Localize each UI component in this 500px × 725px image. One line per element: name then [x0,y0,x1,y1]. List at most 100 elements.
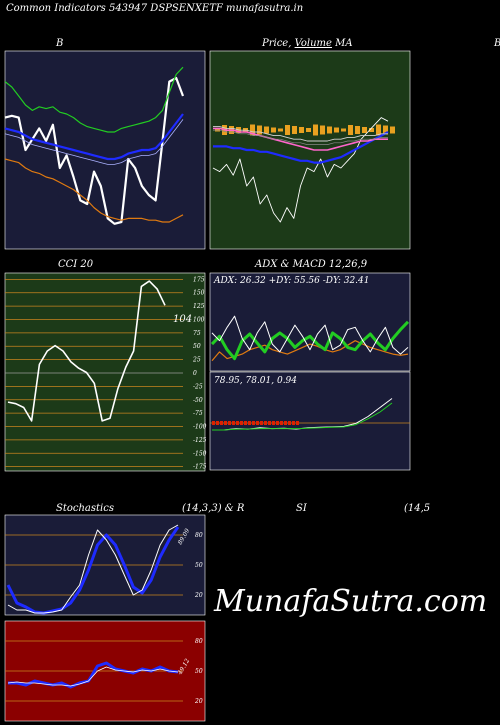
volume-bar [292,126,297,134]
cci-tick-label: 25 [192,357,201,364]
stochastics-heading: Stochastics [56,503,114,514]
macd-histogram-bar [236,421,239,425]
volume-bar [285,125,290,135]
cci-tick-label: -75 [193,410,203,417]
adx-pane [209,272,411,372]
macd-histogram-bar [292,421,295,425]
macd-histogram-bar [224,421,227,425]
price-heading: Price, Volume MA [262,38,353,49]
volume-label: Volume [294,38,332,49]
macd-histogram-bar [288,421,291,425]
adx-series-line [211,315,409,355]
williams-tick-label: 80 [195,638,203,645]
williams-line-2 [7,666,179,687]
macd-histogram-bar [272,421,275,425]
bb-heading: B [56,38,64,49]
price-series-line [213,127,388,151]
stochastics-d-line [6,526,180,615]
cci-tick-label: -175 [193,464,207,471]
cci-tick-label: 0 [193,370,197,377]
williams-tick-label: 20 [194,698,203,705]
volume-bar [264,126,269,134]
cci-tick-label: 100 [193,316,205,323]
macd-histogram-bar [252,421,255,425]
macd-histogram-bar [276,421,279,425]
stochastics-params: (14,3,3) & R [182,503,245,514]
adx-macd-heading: ADX & MACD 12,26,9 [255,259,368,270]
right-edge-heading: B [494,38,500,49]
macd-histogram-bar [264,421,267,425]
macd-histogram-bar [280,421,283,425]
volume-bar [327,126,332,134]
adx-series-line [211,340,409,362]
price-series-line [213,126,388,142]
cci-line [7,280,166,422]
stochastics-k-line [7,524,179,614]
price-pane [209,50,411,250]
cci-tick-label: 150 [193,290,205,297]
volume-bar [334,127,339,133]
macd-histogram-bar [212,421,215,425]
volume-bar [313,124,318,136]
macd-histogram-bar [228,421,231,425]
cci-pane [4,272,206,472]
ma-label: MA [335,38,353,49]
price-series-line [212,117,389,223]
volume-bar [299,127,304,133]
macd-histogram-bar [216,421,219,425]
bb-band-inner-line [4,119,184,165]
cci-tick-label: -125 [193,437,207,444]
cci-tick-label: 75 [193,330,201,337]
cci-tick-label: -100 [193,424,207,431]
volume-bar [355,126,360,134]
macd-pane [209,371,411,471]
volume-bar [369,128,374,132]
macd-histogram-bar [220,421,223,425]
cci-current-label: 104 [173,314,192,325]
volume-bar [348,125,353,135]
bb-pane [4,50,206,250]
rsi-heading: SI [296,503,307,514]
bb-series-line [4,66,184,133]
macd-histogram-bar [284,421,287,425]
volume-bar [257,125,262,135]
volume-bar [383,125,388,135]
bb-series-line [4,76,185,225]
macd-histogram-bar [256,421,259,425]
volume-bar [362,127,367,133]
adx-values-label: ADX: 26.32 +DY: 55.56 -DY: 32.41 [213,276,370,286]
volume-bar [278,128,283,132]
volume-bar [250,124,255,136]
cci-heading: CCI 20 [58,259,94,270]
macd-histogram-bar [296,421,299,425]
volume-bar [376,124,381,136]
williams-tick-label: 50 [195,668,203,675]
price-ma-line [213,129,388,145]
watermark: MunafaSutra.com [214,584,488,619]
cci-tick-label: 175 [193,276,205,283]
volume-bar [390,126,395,134]
macd-values-label: 78.95, 78.01, 0.94 [214,376,297,386]
bb-series-line [4,158,184,223]
cci-tick-label: -25 [193,383,203,390]
volume-bar [341,128,346,132]
cci-tick-label: -50 [193,397,203,404]
macd-histogram-bar [240,421,243,425]
macd-histogram-bar [232,421,235,425]
stochastics-tick-label: 50 [195,562,203,569]
macd-histogram-bar [244,421,247,425]
cci-tick-label: -150 [193,450,207,457]
price-series-line [213,131,389,164]
macd-histogram-bar [260,421,263,425]
price-label: Price, [262,38,292,49]
macd-signal-line [212,402,393,431]
stochastics-tick-label: 80 [195,532,203,539]
bb-series-line [4,113,184,161]
cci-tick-label: 50 [193,343,201,350]
macd-histogram-bar [268,421,271,425]
cci-tick-label: 125 [193,303,205,310]
volume-bar [306,128,311,132]
rsi-params: (14,5 [404,503,431,514]
macd-histogram-bar [248,421,251,425]
